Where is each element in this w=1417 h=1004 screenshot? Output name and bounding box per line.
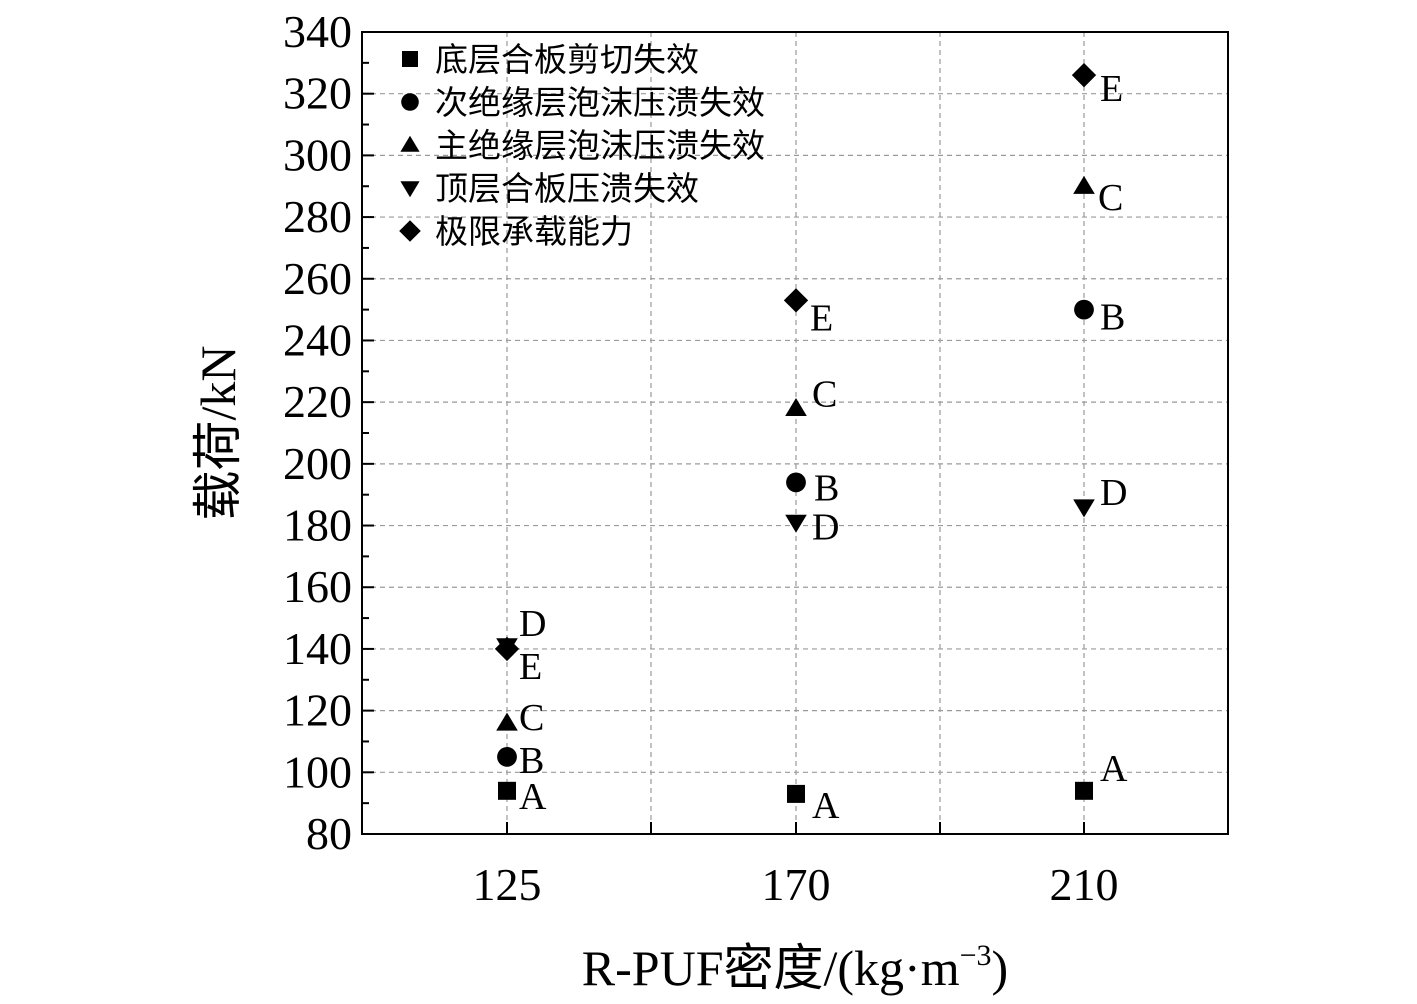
data-point-label: D bbox=[812, 506, 839, 548]
data-point-label: E bbox=[519, 646, 542, 688]
y-tick-label: 120 bbox=[283, 685, 352, 736]
data-point-label: B bbox=[519, 740, 544, 782]
legend-item: 次绝缘层泡沫压溃失效 bbox=[401, 83, 765, 122]
data-point-label: E bbox=[810, 297, 833, 339]
legend: 底层合板剪切失效次绝缘层泡沫压溃失效主绝缘层泡沫压溃失效顶层合板压溃失效极限承载… bbox=[399, 40, 765, 251]
data-point-label: B bbox=[1100, 297, 1125, 339]
data-point bbox=[497, 746, 517, 767]
x-axis-label: R-PUF密度/(kg·m−3) bbox=[582, 939, 1008, 996]
y-axis-label: 载荷/kN bbox=[190, 346, 246, 521]
data-point-label: A bbox=[1100, 748, 1128, 790]
legend-label: 底层合板剪切失效 bbox=[435, 40, 699, 79]
data-point bbox=[785, 397, 807, 416]
series-3: C C C bbox=[496, 175, 1123, 739]
legend-label: 极限承载能力 bbox=[435, 212, 633, 251]
data-point bbox=[787, 784, 805, 803]
data-point-label: E bbox=[1100, 68, 1123, 110]
series-4: D D D bbox=[496, 472, 1127, 657]
legend-marker bbox=[400, 135, 420, 152]
series-5: E E E bbox=[494, 63, 1123, 688]
x-axis-label-main: R-PUF密度/(kg·m bbox=[582, 940, 960, 996]
data-point bbox=[494, 636, 520, 662]
x-axis-label-close: ) bbox=[992, 940, 1009, 996]
y-tick-label: 180 bbox=[283, 500, 352, 551]
y-tick-label: 340 bbox=[283, 6, 352, 57]
legend-item: 顶层合板压溃失效 bbox=[400, 169, 699, 208]
data-point bbox=[1073, 499, 1095, 518]
y-tick-label: 240 bbox=[283, 314, 352, 365]
y-tick-label: 200 bbox=[283, 438, 352, 489]
data-point-label: C bbox=[1098, 177, 1123, 219]
x-tick-label: 170 bbox=[762, 859, 831, 910]
data-point-label: B bbox=[814, 467, 839, 509]
legend-marker bbox=[401, 93, 419, 111]
data-point-label: D bbox=[1100, 472, 1127, 514]
data-point bbox=[1071, 63, 1097, 88]
y-tick-label: 320 bbox=[283, 68, 352, 119]
y-tick-label: 80 bbox=[306, 808, 352, 859]
x-axis-label-exponent: −3 bbox=[960, 939, 992, 972]
series-1: A AA bbox=[498, 748, 1128, 827]
legend-marker bbox=[402, 51, 418, 67]
data-point-label: C bbox=[519, 697, 544, 739]
data-point bbox=[1074, 299, 1094, 320]
legend-label: 顶层合板压溃失效 bbox=[435, 169, 699, 208]
y-tick-label: 260 bbox=[283, 253, 352, 304]
y-tick-label: 140 bbox=[283, 623, 352, 674]
data-point bbox=[1075, 781, 1093, 800]
x-tick-label: 210 bbox=[1050, 859, 1119, 910]
data-point bbox=[498, 781, 516, 800]
series-2: B B B bbox=[497, 297, 1125, 782]
axes: 80 100 120 140 160 180 200 220 240 260 280 300 320 34… bbox=[283, 6, 1119, 910]
y-tick-label: 280 bbox=[283, 191, 352, 242]
data-point bbox=[1073, 175, 1095, 194]
data-point-label: C bbox=[812, 373, 837, 415]
legend-marker bbox=[399, 220, 421, 242]
data-point bbox=[785, 514, 807, 533]
y-tick-label: 160 bbox=[283, 561, 352, 612]
data-point bbox=[496, 712, 518, 731]
y-tick-label: 220 bbox=[283, 376, 352, 427]
legend-marker bbox=[400, 181, 420, 198]
data-point-label: A bbox=[812, 785, 840, 827]
y-tick-label: 100 bbox=[283, 746, 352, 797]
legend-item: 极限承载能力 bbox=[399, 212, 633, 251]
legend-item: 底层合板剪切失效 bbox=[402, 40, 699, 79]
legend-item: 主绝缘层泡沫压溃失效 bbox=[400, 126, 765, 165]
data-point bbox=[783, 288, 809, 313]
y-tick-label: 300 bbox=[283, 129, 352, 180]
data-point bbox=[786, 472, 806, 493]
x-tick-label: 125 bbox=[473, 859, 542, 910]
legend-label: 次绝缘层泡沫压溃失效 bbox=[435, 83, 765, 122]
data-point-label: A bbox=[519, 776, 547, 818]
legend-label: 主绝缘层泡沫压溃失效 bbox=[435, 126, 765, 165]
data-point-label: D bbox=[519, 603, 546, 645]
